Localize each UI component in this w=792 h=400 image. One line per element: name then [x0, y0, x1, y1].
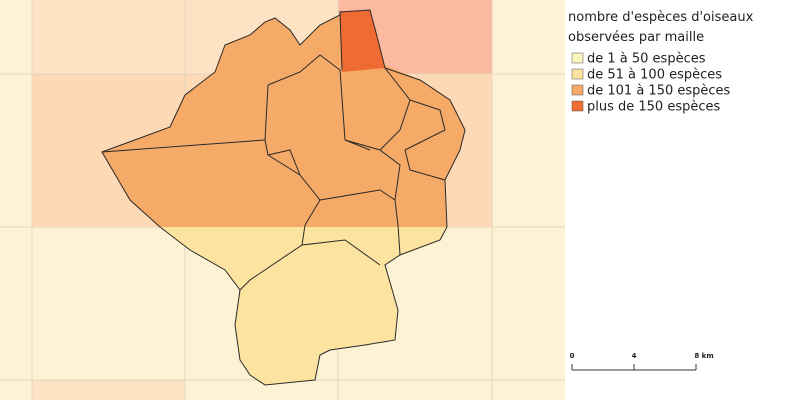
legend-swatch	[571, 100, 584, 112]
scale-label: 0	[570, 352, 575, 360]
legend-title: nombre d'espèces d'oiseaux	[568, 10, 754, 25]
communes	[101, 9, 466, 386]
legend-label: de 1 à 50 espèces	[587, 52, 706, 67]
legend-label: de 51 à 100 espèces	[587, 68, 722, 83]
legend-swatch	[571, 52, 584, 64]
zone-51-100	[160, 227, 447, 385]
grid-cell	[32, 380, 185, 400]
scale-label: 4	[632, 352, 637, 360]
legend-title: observées par maille	[568, 30, 704, 45]
legend-label: de 101 à 150 espèces	[587, 84, 731, 99]
internal-borders	[101, 11, 446, 291]
legend-panel	[565, 0, 792, 400]
scale-bar: 0 4 8 km	[570, 352, 714, 371]
legend-swatch	[571, 68, 584, 80]
scale-label: 8 km	[694, 352, 713, 360]
legend-swatch	[571, 84, 584, 96]
legend-label: plus de 150 espèces	[587, 100, 721, 115]
